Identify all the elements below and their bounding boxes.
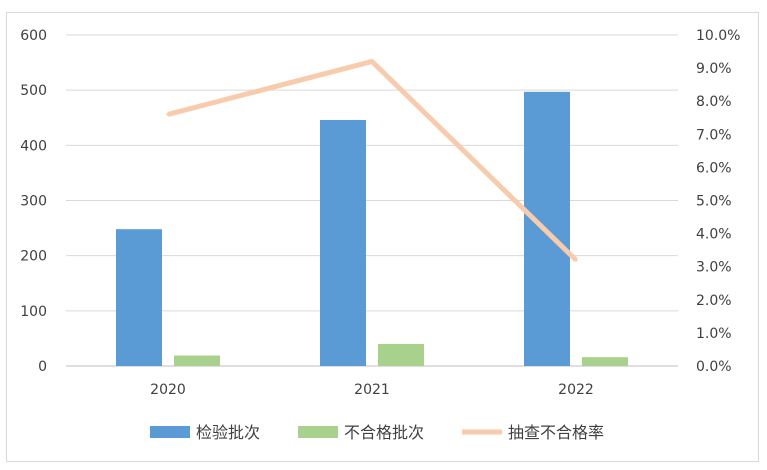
legend-label: 不合格批次 [344,423,424,442]
legend-label: 检验批次 [196,423,260,442]
line-point [574,258,578,262]
gridlines [66,34,678,367]
left-axis-ticks: 600 500 400 300 200 100 0 [20,28,47,375]
left-tick-label: 600 [20,28,47,44]
x-tick-label: 2022 [558,382,594,398]
bar-unqualified [582,357,628,366]
left-tick-label: 200 [20,249,47,265]
right-tick-label: 9.0% [696,61,732,77]
right-tick-label: 0.0% [696,359,732,375]
bar-inspected [320,119,366,366]
x-tick-label: 2020 [150,382,186,398]
legend-label: 抽查不合格率 [508,423,604,442]
bar-unqualified [378,343,424,366]
left-tick-label: 400 [20,138,47,154]
right-tick-label: 8.0% [696,94,732,110]
right-axis-ticks: 10.0% 9.0% 8.0% 7.0% 6.0% 5.0% 4.0% 3.0% 2.0% 1.0… [696,28,740,375]
right-tick-label: 2.0% [696,293,732,309]
left-tick-label: 0 [38,359,47,375]
left-tick-label: 100 [20,304,47,320]
legend-swatch [150,426,190,438]
right-tick-label: 5.0% [696,194,732,210]
bar-inspected [116,229,162,366]
line-series-group [166,58,578,262]
line-series-rate [167,58,578,262]
bars-group [116,91,628,367]
line-point [166,112,170,116]
x-tick-label: 2021 [354,382,390,398]
legend-swatch [298,426,338,438]
left-tick-label: 300 [20,194,47,210]
right-tick-label: 6.0% [696,160,732,176]
bar-unqualified [174,355,220,366]
right-tick-label: 10.0% [696,28,740,44]
right-tick-label: 1.0% [696,326,732,342]
right-tick-label: 3.0% [696,260,732,276]
left-tick-label: 500 [20,83,47,99]
legend: 检验批次 不合格批次 抽查不合格率 [150,423,604,442]
right-tick-label: 4.0% [696,227,732,243]
x-axis-ticks: 2020 2021 2022 [150,382,594,398]
right-tick-label: 7.0% [696,127,732,143]
line-point [370,59,374,63]
